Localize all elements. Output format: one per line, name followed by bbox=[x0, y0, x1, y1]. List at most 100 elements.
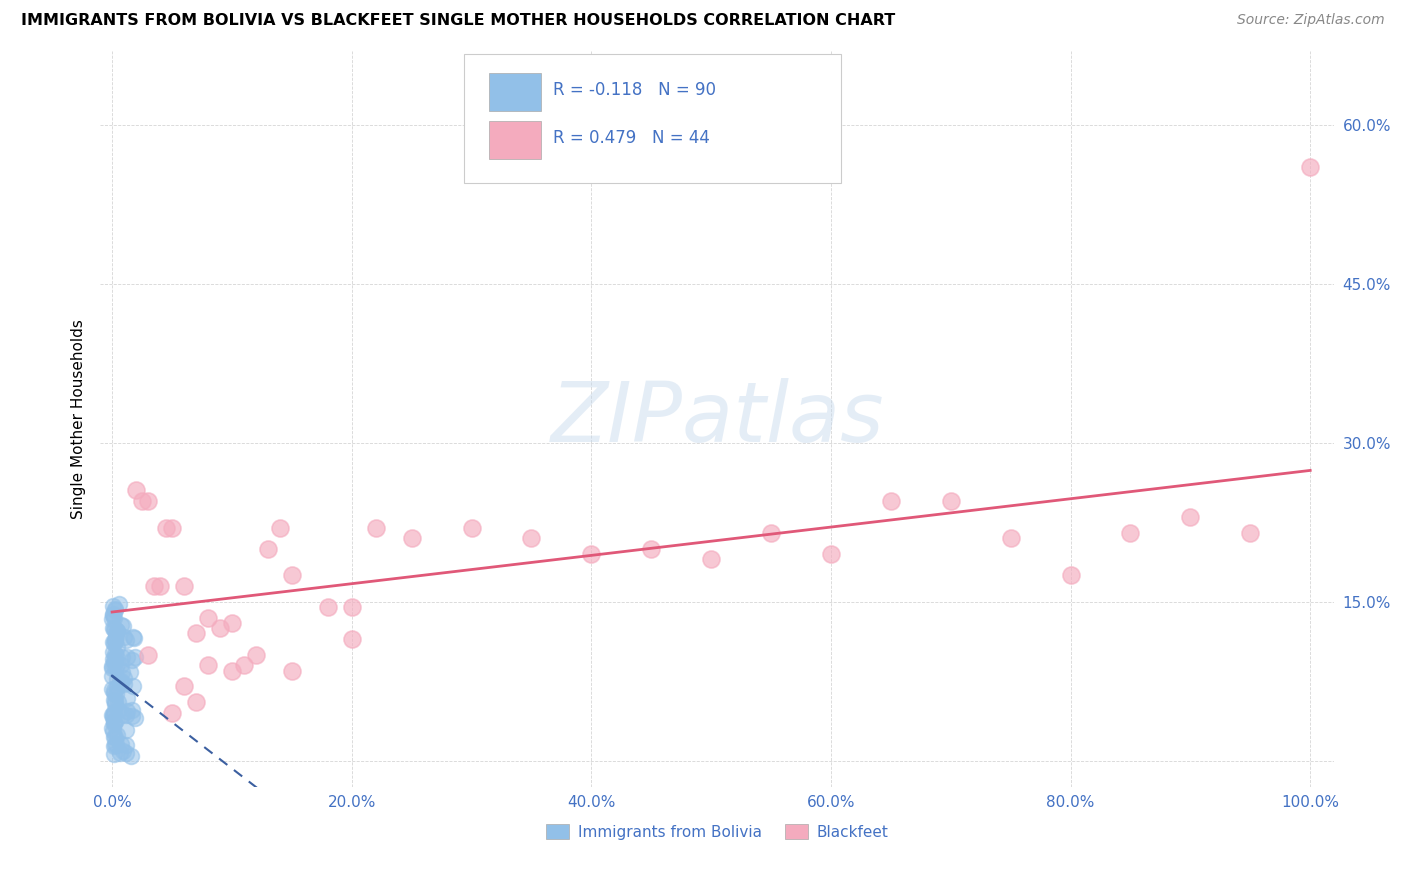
Point bbox=[115, 747, 138, 761]
FancyBboxPatch shape bbox=[489, 73, 541, 112]
Point bbox=[112, 631, 135, 645]
Point bbox=[104, 738, 127, 752]
Text: Source: ZipAtlas.com: Source: ZipAtlas.com bbox=[1237, 13, 1385, 28]
Point bbox=[1239, 525, 1261, 540]
Point bbox=[269, 520, 291, 534]
Point bbox=[107, 597, 129, 611]
Point bbox=[520, 531, 543, 545]
Point bbox=[136, 494, 159, 508]
Point bbox=[122, 679, 145, 693]
Point bbox=[105, 624, 128, 638]
Point bbox=[1119, 525, 1142, 540]
Point bbox=[101, 599, 124, 613]
Point bbox=[120, 748, 142, 763]
Legend: Immigrants from Bolivia, Blackfeet: Immigrants from Bolivia, Blackfeet bbox=[540, 818, 894, 846]
Point bbox=[124, 649, 146, 664]
Point bbox=[101, 607, 124, 621]
Point bbox=[103, 715, 125, 730]
Point bbox=[103, 659, 125, 673]
Point bbox=[110, 746, 132, 760]
Point bbox=[101, 681, 124, 696]
Point bbox=[221, 664, 243, 678]
Point bbox=[115, 690, 138, 705]
Point bbox=[111, 744, 134, 758]
Point bbox=[759, 525, 782, 540]
Point bbox=[103, 607, 125, 622]
Point bbox=[136, 648, 159, 662]
Point bbox=[197, 658, 219, 673]
Point bbox=[114, 738, 136, 752]
Point bbox=[103, 705, 125, 719]
Point bbox=[103, 652, 125, 666]
Point bbox=[105, 687, 128, 701]
Point bbox=[149, 579, 172, 593]
Point bbox=[104, 634, 127, 648]
Point bbox=[117, 704, 139, 718]
Point bbox=[105, 713, 128, 727]
Point bbox=[105, 649, 128, 664]
Point bbox=[143, 579, 166, 593]
Point bbox=[103, 654, 125, 668]
Point bbox=[364, 520, 387, 534]
Point bbox=[104, 629, 127, 643]
Point bbox=[184, 695, 207, 709]
Point bbox=[245, 648, 267, 662]
Point bbox=[125, 483, 148, 498]
Point bbox=[111, 665, 134, 679]
Point bbox=[103, 636, 125, 650]
Point bbox=[105, 728, 128, 742]
Point bbox=[121, 653, 143, 667]
Point bbox=[581, 547, 603, 561]
Point bbox=[101, 708, 124, 723]
Point bbox=[257, 541, 280, 556]
Point bbox=[700, 552, 723, 566]
Point bbox=[160, 520, 183, 534]
Point bbox=[103, 611, 125, 625]
Point bbox=[104, 659, 127, 673]
Y-axis label: Single Mother Households: Single Mother Households bbox=[72, 319, 86, 519]
Point bbox=[1180, 510, 1202, 524]
Point bbox=[110, 673, 132, 688]
Point bbox=[122, 630, 145, 644]
Point bbox=[103, 621, 125, 635]
Point bbox=[103, 747, 125, 762]
Point bbox=[121, 708, 143, 723]
Point bbox=[103, 714, 125, 729]
Point bbox=[281, 568, 304, 582]
FancyBboxPatch shape bbox=[464, 54, 841, 183]
Point bbox=[103, 731, 125, 745]
Point bbox=[104, 632, 127, 647]
Point bbox=[103, 682, 125, 697]
Point bbox=[110, 618, 132, 632]
Point bbox=[1059, 568, 1081, 582]
Point bbox=[103, 602, 125, 616]
Point bbox=[110, 737, 132, 751]
Point bbox=[112, 619, 135, 633]
Point bbox=[101, 661, 124, 675]
Point bbox=[103, 693, 125, 707]
Point bbox=[103, 723, 125, 738]
Point bbox=[112, 671, 135, 685]
Point bbox=[121, 702, 143, 716]
Point bbox=[105, 737, 128, 751]
Point bbox=[101, 707, 124, 722]
Point bbox=[221, 615, 243, 630]
Point bbox=[880, 494, 903, 508]
Point bbox=[105, 680, 128, 694]
Point bbox=[111, 650, 134, 665]
Point bbox=[105, 672, 128, 686]
Point bbox=[103, 716, 125, 731]
Point bbox=[232, 658, 254, 673]
Point bbox=[110, 676, 132, 690]
Point bbox=[105, 640, 128, 655]
Point bbox=[640, 541, 662, 556]
Point bbox=[460, 520, 482, 534]
Point bbox=[114, 723, 136, 737]
Point bbox=[104, 698, 127, 712]
Point bbox=[131, 494, 153, 508]
Point bbox=[820, 547, 842, 561]
Point bbox=[401, 531, 423, 545]
Text: R = 0.479   N = 44: R = 0.479 N = 44 bbox=[553, 128, 710, 146]
Point bbox=[173, 680, 195, 694]
Point bbox=[112, 707, 135, 722]
